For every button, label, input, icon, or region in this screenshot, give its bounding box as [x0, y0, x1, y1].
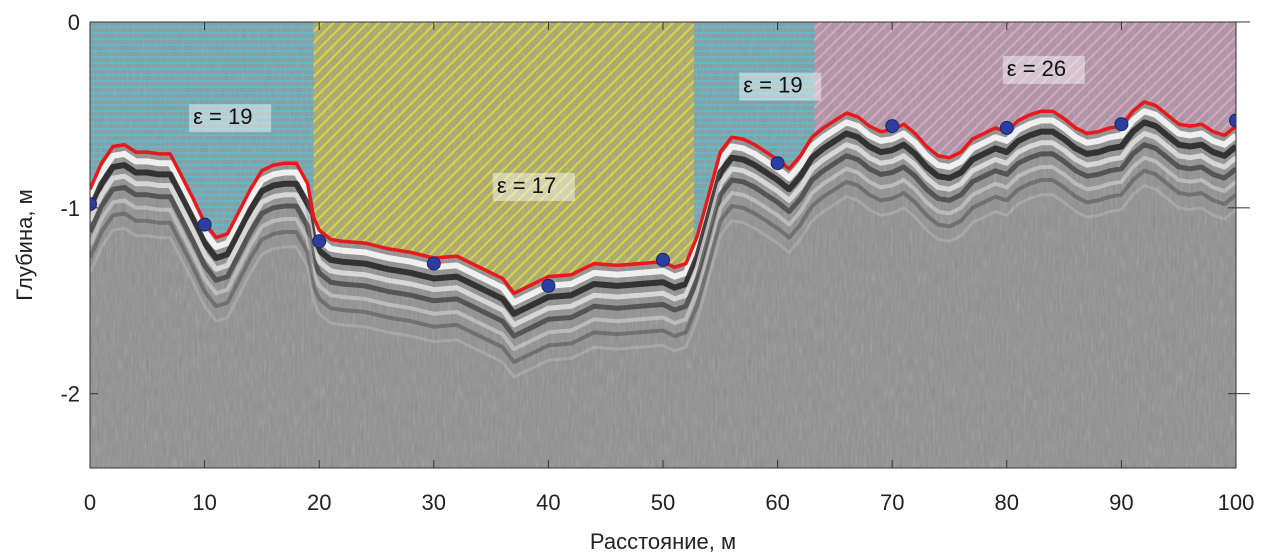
zones-layer [90, 22, 1236, 294]
zone-label-2: ε = 19 [743, 73, 802, 98]
zone-label-1: ε = 17 [497, 173, 556, 198]
reflection-band-2 [90, 131, 1236, 328]
zone-label-bg-0 [189, 104, 272, 133]
y-tick-label: -1 [60, 196, 80, 221]
y-axis: 0 -1 -2 [60, 10, 1250, 407]
x-tick-label: 30 [422, 490, 446, 515]
calibration-point [770, 156, 785, 171]
zone-3 [814, 22, 1236, 158]
points-layer [90, 113, 1236, 293]
plot-area: ε = 19 ε = 17 ε = 19 ε = 26 [90, 22, 1236, 468]
zone-label-3: ε = 26 [1007, 56, 1066, 81]
calibration-point [656, 252, 670, 267]
x-tick-label: 40 [536, 490, 560, 515]
y-tick-label: -2 [60, 382, 80, 407]
reflection-band-3 [90, 142, 1236, 339]
x-tick-label: 60 [765, 490, 789, 515]
zone-label-0: ε = 19 [193, 104, 252, 129]
calibration-point [1114, 117, 1129, 132]
x-axis: 0 10 20 30 40 50 60 70 80 90 100 [84, 22, 1254, 515]
zone-label-bg-2 [739, 72, 822, 101]
x-tick-label: 10 [192, 490, 216, 515]
x-tick-label: 20 [307, 490, 331, 515]
calibration-point [885, 119, 900, 134]
x-tick-label: 90 [1109, 490, 1133, 515]
calibration-point [999, 120, 1014, 135]
x-tick-label: 70 [880, 490, 904, 515]
zone-0 [90, 22, 314, 238]
x-axis-title: Расстояние, м [590, 529, 736, 554]
reflection-band-6 [90, 184, 1236, 379]
zone-1 [313, 22, 694, 294]
zone-labels-layer: ε = 19 ε = 17 ε = 19 ε = 26 [189, 55, 1085, 201]
calibration-point [197, 217, 212, 232]
calibration-point [312, 234, 327, 249]
calibration-point [426, 256, 441, 271]
reflection-band-4 [90, 155, 1236, 352]
reflection-bands [90, 108, 1236, 379]
y-axis-title: Глубина, м [12, 189, 37, 300]
boundary-line [90, 100, 1236, 296]
x-tick-label: 80 [995, 490, 1019, 515]
calibration-point [541, 278, 556, 293]
reflection-band-5 [90, 168, 1236, 365]
x-tick-label: 0 [84, 490, 96, 515]
x-tick-label: 100 [1218, 490, 1255, 515]
calibration-point [1229, 113, 1236, 128]
reflection-band-1 [90, 119, 1236, 317]
zone-label-bg-3 [1002, 55, 1085, 84]
reflection-band-0 [90, 108, 1236, 306]
line-layer [90, 100, 1236, 296]
zone-label-bg-1 [492, 172, 575, 201]
y-tick-label: 0 [68, 10, 80, 35]
x-tick-label: 50 [651, 490, 675, 515]
zone-2 [693, 22, 815, 245]
